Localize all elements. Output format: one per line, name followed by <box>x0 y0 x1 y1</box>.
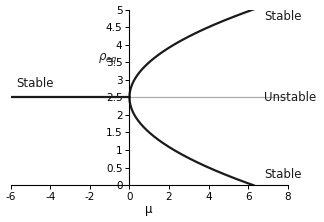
Text: Stable: Stable <box>264 10 301 23</box>
Text: $\rho_{eq}$: $\rho_{eq}$ <box>98 51 117 66</box>
Text: Stable: Stable <box>17 77 54 90</box>
X-axis label: μ: μ <box>145 203 153 216</box>
Text: Stable: Stable <box>264 168 301 181</box>
Text: Unstable: Unstable <box>264 91 316 104</box>
